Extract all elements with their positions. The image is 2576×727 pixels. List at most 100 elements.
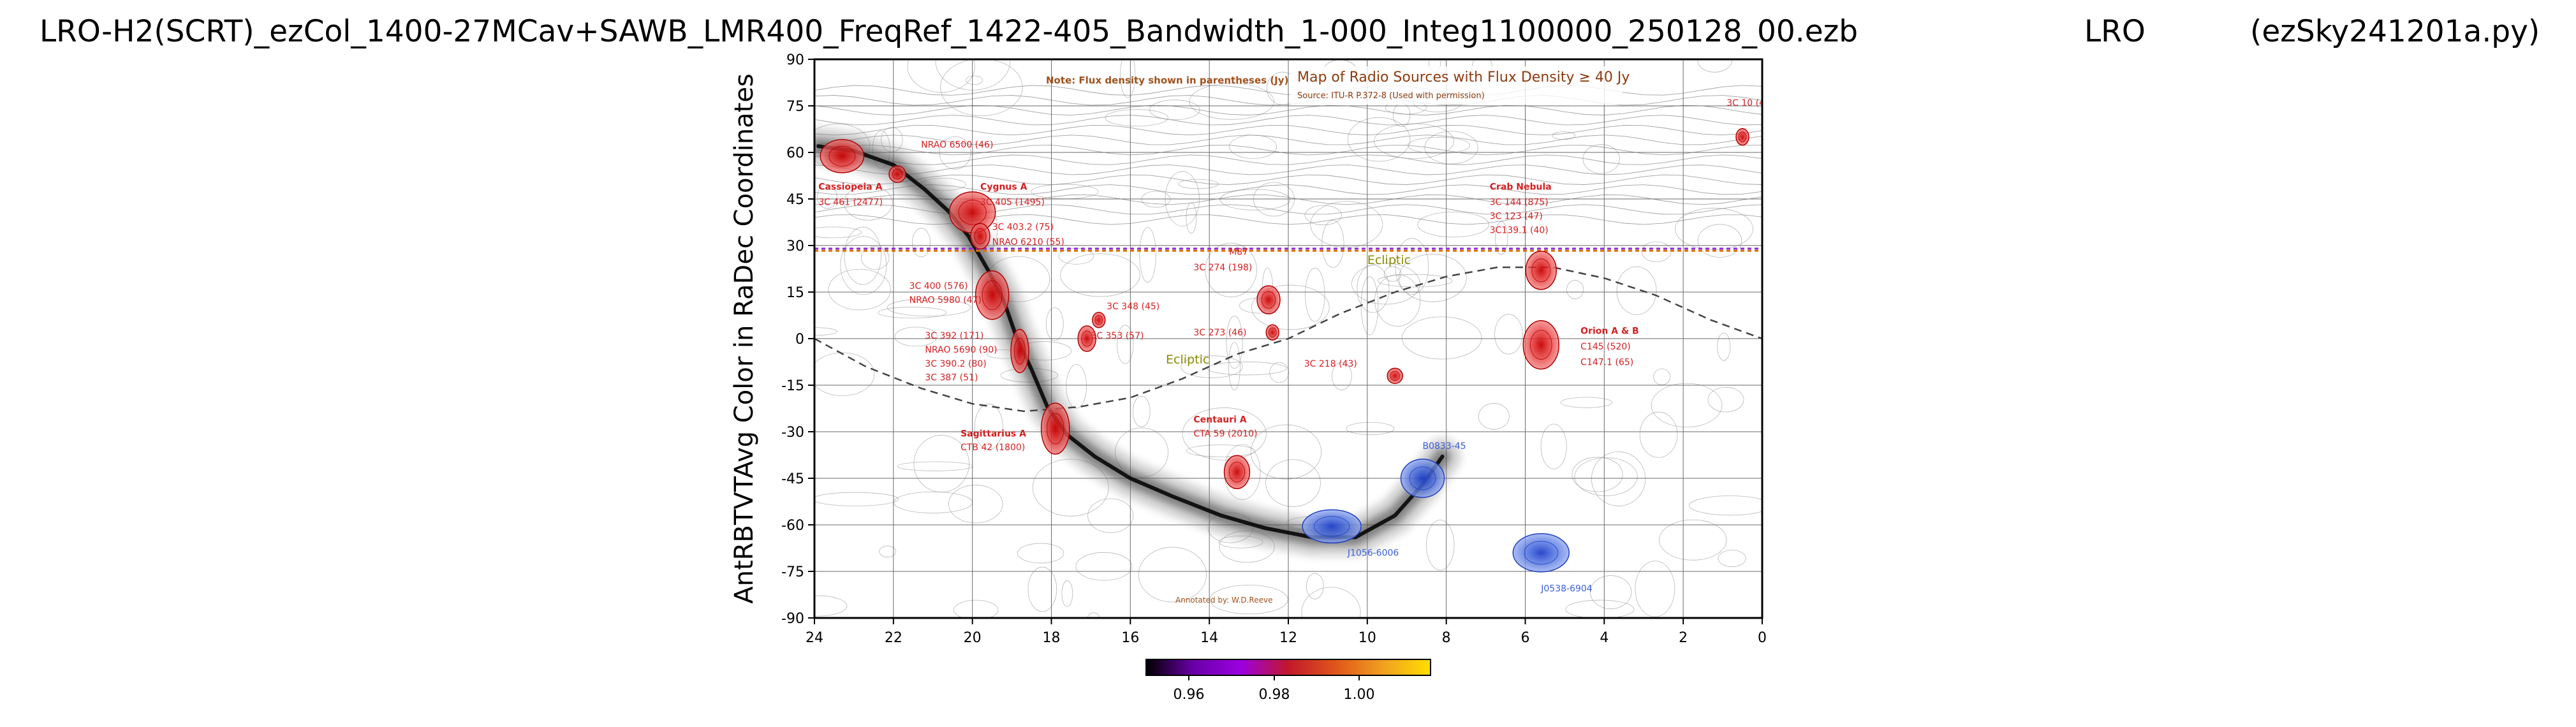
- contour-ring: [1253, 182, 1295, 217]
- contour-ring: [1139, 227, 1156, 283]
- contour-ring: [1138, 547, 1207, 603]
- radio-source-red: [1040, 402, 1070, 455]
- radio-source-contour: [1261, 291, 1276, 309]
- source-label: 3C 273 (46): [1193, 328, 1246, 338]
- contour-ring: [814, 595, 848, 617]
- source-label: Ecliptic: [1166, 353, 1209, 367]
- radio-source-red: [1387, 367, 1403, 385]
- contour-ring: [1697, 59, 1733, 73]
- contour-ring: [1574, 457, 1638, 496]
- radio-source-contour: [1524, 541, 1559, 565]
- radio-source-red: [1077, 325, 1096, 352]
- contour-ring: [1332, 362, 1352, 390]
- source-label: 3C139.1 (40): [1490, 226, 1549, 236]
- contour-ring: [1347, 117, 1411, 162]
- radio-source-contour: [1531, 258, 1551, 283]
- contour-ring: [1066, 364, 1087, 409]
- contour-ring: [907, 59, 975, 93]
- contour-ring: [1305, 267, 1325, 322]
- contour-ring: [894, 327, 938, 347]
- source-label: NRAO 5980 (47): [909, 295, 982, 305]
- radio-source-contour: [958, 200, 987, 225]
- radio-source-contour: [1529, 330, 1552, 360]
- contour-ring: [817, 184, 837, 209]
- contour-ring: [1269, 362, 1290, 383]
- source-label: 3C 348 (45): [1107, 302, 1159, 312]
- contour-ring: [1346, 422, 1395, 436]
- contour-ring: [1207, 362, 1287, 376]
- radio-source-contour: [1314, 516, 1350, 537]
- source-label: 3C 390.2 (80): [925, 359, 986, 369]
- contour-ring: [1219, 189, 1291, 210]
- contour-ring: [1540, 423, 1567, 469]
- contour-ring: [1659, 519, 1727, 561]
- radio-source-red: [1223, 455, 1251, 490]
- contour-ring: [1105, 109, 1168, 127]
- source-label: J1056-6006: [1347, 548, 1399, 559]
- contour-ring: [1494, 314, 1523, 355]
- x-tick-label: 2: [1679, 630, 1688, 646]
- contour-ring: [1377, 274, 1453, 288]
- contour-ring: [814, 226, 862, 239]
- contour-ring: [1045, 307, 1064, 341]
- contour-ring: [878, 307, 947, 319]
- contour-ring: [1582, 144, 1620, 174]
- source-label: 3C 403.2 (75): [992, 223, 1054, 233]
- radio-source-contour: [1094, 315, 1103, 325]
- contour-ring: [913, 435, 969, 493]
- contour-ring: [1189, 83, 1274, 120]
- contour-ring: [844, 185, 893, 221]
- chart-title-program: (ezSky241201a.py): [2250, 14, 2540, 49]
- radio-source-red: [1522, 319, 1560, 370]
- axes: 24 22 20 18 16 14 12 10 8 6 4 2 09075604530150-15-30…: [781, 52, 1767, 646]
- contour-ring: [1087, 498, 1134, 533]
- overlay-map-title: Map of Radio Sources with Flux Density ≥…: [1297, 70, 1630, 85]
- source-label: NRAO 6210 (55): [992, 237, 1064, 247]
- x-tick-label: 12: [1279, 630, 1297, 646]
- contour-ring: [1590, 575, 1632, 610]
- contour-ring: [1205, 242, 1257, 298]
- source-label: Orion A & B: [1580, 327, 1639, 337]
- y-tick-label: 75: [786, 99, 804, 115]
- source-label: 3C 274 (198): [1193, 263, 1252, 273]
- source-label: C147.1 (65): [1580, 357, 1633, 367]
- overlay-note: Note: Flux density shown in parentheses …: [1046, 75, 1288, 86]
- source-label: 3C 10 (44): [1726, 98, 1774, 108]
- contour-ring: [887, 298, 971, 317]
- contour-ring: [1374, 274, 1421, 327]
- contour-ring: [879, 545, 897, 557]
- contour-ring: [1228, 342, 1240, 391]
- radio-source-blue: [1512, 533, 1570, 573]
- contour-ring: [1566, 280, 1584, 299]
- contour-ring: [1306, 573, 1324, 599]
- source-label: 3C 400 (576): [909, 281, 968, 291]
- x-tick-label: 8: [1442, 630, 1451, 646]
- x-tick-label: 22: [885, 630, 902, 646]
- source-label: 3C 387 (51): [925, 373, 978, 383]
- contour-ring: [1209, 585, 1288, 615]
- source-label: 3C 123 (47): [1490, 212, 1543, 222]
- contour-ring: [1651, 383, 1723, 428]
- contour-ring: [1384, 266, 1402, 282]
- chart-title-filename: LRO-H2(SCRT)_ezCol_1400-27MCav+SAWB_LMR4…: [40, 14, 1858, 49]
- contour-ring: [974, 404, 1003, 450]
- contour-ring: [1653, 369, 1671, 385]
- overlay-title-box: [1290, 66, 1623, 105]
- y-tick-label: 45: [786, 192, 804, 208]
- contour-ring: [940, 59, 1023, 117]
- contour-ring: [1689, 496, 1762, 516]
- x-tick-label: 20: [964, 630, 982, 646]
- radio-sources: [820, 128, 1749, 573]
- x-tick-label: 18: [1043, 630, 1061, 646]
- contour-ring: [1395, 238, 1429, 295]
- y-tick-label: -75: [781, 564, 804, 580]
- x-tick-label: 24: [806, 630, 823, 646]
- contour-ring: [1182, 408, 1267, 460]
- chart-title-bar: LRO-H2(SCRT)_ezCol_1400-27MCav+SAWB_LMR4…: [0, 14, 2576, 52]
- x-tick-label: 0: [1758, 630, 1767, 646]
- source-annotations: NRAO 6500 (46) Cassiopeia A 3C 461 (2477) C…: [818, 98, 1774, 594]
- contour-ring: [1707, 386, 1744, 413]
- contour-ring: [1120, 59, 1136, 98]
- radio-source-contour: [892, 168, 903, 180]
- radio-source-red: [1256, 285, 1281, 314]
